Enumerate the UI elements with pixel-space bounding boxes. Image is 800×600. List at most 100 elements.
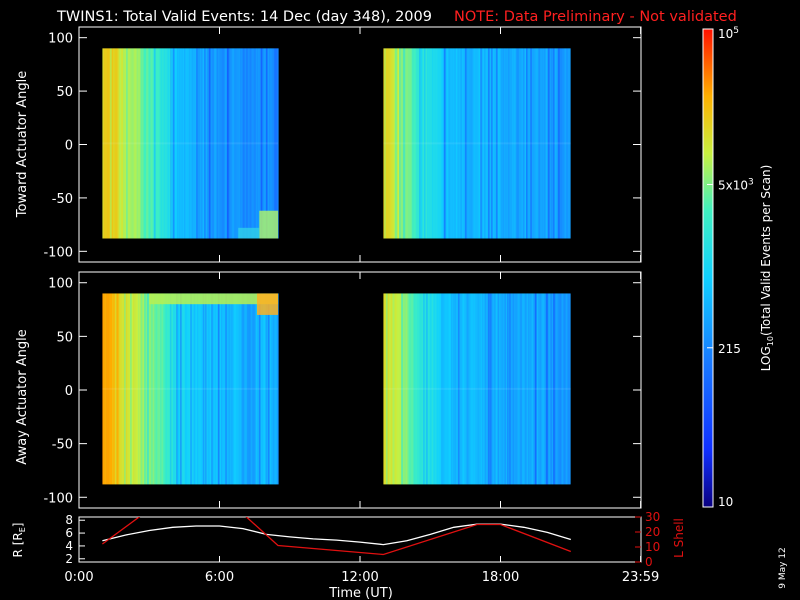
toward-heat-column: [562, 48, 564, 239]
toward-heat-column: [426, 48, 428, 239]
toward-heat-column: [276, 48, 278, 239]
toward-heat-column: [560, 48, 562, 239]
away-heat-column: [550, 293, 552, 485]
toward-heat-column: [471, 48, 473, 239]
toward-heat-column: [264, 48, 266, 239]
away-heat-column: [243, 293, 245, 485]
away-heat-column: [514, 293, 516, 485]
away-heat-column: [498, 293, 500, 485]
away-heat-column: [245, 293, 247, 485]
figure-title: TWINS1: Total Valid Events: 14 Dec (day …: [56, 9, 432, 25]
toward-heat-column: [209, 48, 211, 239]
away-heat-column: [234, 293, 236, 485]
toward-heat-band: [102, 142, 279, 145]
away-heat-column: [233, 293, 235, 485]
away-heat-column: [399, 293, 401, 485]
toward-heat-column: [396, 48, 398, 239]
away-heat-column: [509, 293, 511, 485]
away-heat-column: [204, 293, 206, 485]
toward-heat-column: [151, 48, 153, 239]
away-heat-column: [219, 293, 221, 485]
toward-heat-column: [122, 48, 124, 239]
toward-heat-column: [173, 48, 175, 239]
toward-heat-column: [525, 48, 527, 239]
toward-heat-column: [227, 48, 229, 239]
toward-heat-column: [554, 48, 556, 239]
away-heat-column: [158, 293, 160, 485]
toward-heat-column: [244, 48, 246, 239]
toward-y-tick-label: -50: [52, 192, 73, 207]
toward-heat-column: [106, 48, 108, 239]
toward-heat-column: [268, 48, 270, 239]
toward-heat-column: [522, 48, 524, 239]
toward-heat-column: [115, 48, 117, 239]
away-heat-column: [221, 293, 223, 485]
away-heat-column: [537, 293, 539, 485]
away-heat-column: [191, 293, 193, 485]
away-heat-column: [413, 293, 415, 485]
toward-heat-column: [482, 48, 484, 239]
away-heat-column: [547, 293, 549, 485]
away-heat-column: [258, 293, 260, 485]
away-heat-column: [554, 293, 556, 485]
colorbar-title-rest: (Total Valid Events per Scan): [759, 165, 773, 336]
toward-heat-column: [251, 48, 253, 239]
away-heat-column: [490, 293, 492, 485]
toward-heat-column: [564, 48, 566, 239]
toward-heat-column: [257, 48, 259, 239]
toward-heat-column: [404, 48, 406, 239]
toward-heat-column: [428, 48, 430, 239]
toward-heat-column: [398, 48, 400, 239]
toward-heat-column: [419, 48, 421, 239]
toward-heat-column: [133, 48, 135, 239]
r-tick-label: 4: [65, 539, 73, 553]
away-heat-column: [459, 293, 461, 485]
away-heat-column: [536, 293, 538, 485]
toward-heat-column: [489, 48, 491, 239]
away-heat-column: [405, 293, 407, 485]
away-heat-column: [184, 293, 186, 485]
toward-heat-column: [521, 48, 523, 239]
toward-heat-column: [266, 48, 268, 239]
away-heat-column: [148, 293, 150, 485]
toward-heat-column: [448, 48, 450, 239]
toward-heat-column: [203, 48, 205, 239]
away-heat-column: [261, 293, 263, 485]
away-heat-column: [503, 293, 505, 485]
toward-heat-column: [429, 48, 431, 239]
toward-heat-column: [406, 48, 408, 239]
away-heat-column: [492, 293, 494, 485]
away-heat-column: [549, 293, 551, 485]
away-heat-column: [104, 293, 106, 485]
away-heat-column: [159, 293, 161, 485]
away-heat-column: [555, 293, 557, 485]
toward-heat-column: [189, 48, 191, 239]
toward-heat-column: [463, 48, 465, 239]
away-heat-column: [229, 293, 231, 485]
away-heat-column: [259, 293, 261, 485]
toward-heat-column: [233, 48, 235, 239]
toward-heat-column: [566, 48, 568, 239]
away-heat-column: [401, 293, 403, 485]
away-heat-column: [163, 293, 165, 485]
away-heat-column: [566, 293, 568, 485]
away-heat-column: [161, 293, 163, 485]
away-heat-column: [437, 293, 439, 485]
toward-heat-column: [207, 48, 209, 239]
away-heat-column: [428, 293, 430, 485]
away-heat-column: [403, 293, 405, 485]
toward-heat-column: [523, 48, 525, 239]
away-heat-column: [173, 293, 175, 485]
toward-heat-column: [205, 48, 207, 239]
away-heat-column: [515, 293, 517, 485]
toward-heat-column: [217, 48, 219, 239]
toward-heat-column: [179, 48, 181, 239]
away-heat-column: [468, 293, 470, 485]
away-heat-column: [436, 293, 438, 485]
away-heat-column: [491, 293, 493, 485]
away-y-tick-label: 100: [48, 277, 73, 292]
toward-heat-column: [187, 48, 189, 239]
toward-heat-column: [267, 48, 269, 239]
away-heat-column: [247, 293, 249, 485]
